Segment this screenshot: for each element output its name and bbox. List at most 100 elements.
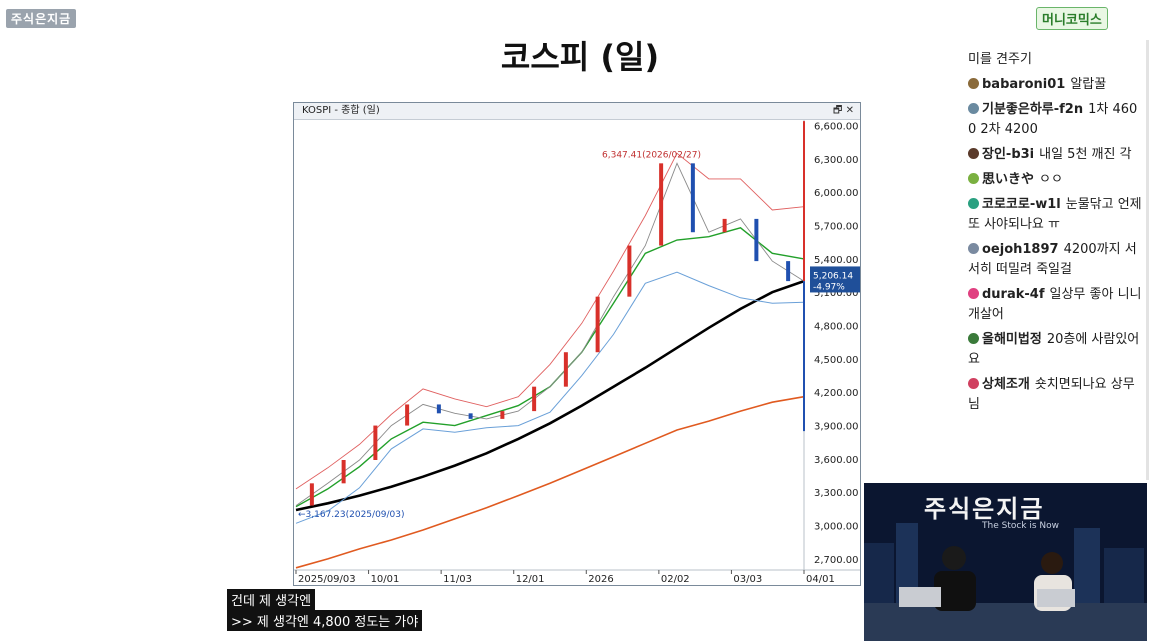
camera-brand: 주식은지금 xyxy=(924,495,1045,523)
y-tick-label: 5,700.00 xyxy=(814,222,859,233)
chat-username[interactable]: 상체조개 xyxy=(982,377,1030,392)
candle-bar xyxy=(659,163,664,246)
user-avatar-icon[interactable] xyxy=(968,243,979,254)
chat-username[interactable]: 장인-b3i xyxy=(982,147,1035,162)
slide-title: 코스피 (일) xyxy=(500,38,660,76)
chart-window: KOSPI - 종합 (일) 🗗 ✕ 6,600.00 6,300.00 6,000… xyxy=(293,102,861,586)
series-line xyxy=(295,227,805,508)
candle-bar xyxy=(405,404,410,426)
window-buttons[interactable]: 🗗 ✕ xyxy=(833,105,854,116)
series-line xyxy=(295,271,805,524)
chat-text: 숏치면되나요 상무님 xyxy=(968,377,1135,412)
chat-message: 장인-b3i 내일 5천 깨진 각 xyxy=(968,145,1144,165)
high-annotation: 6,347.41(2026/02/27) xyxy=(602,151,701,161)
chat-scrollbar[interactable] xyxy=(1146,40,1149,480)
y-tick-label: 6,600.00 xyxy=(814,122,859,133)
user-avatar-icon[interactable] xyxy=(968,103,979,114)
chat-text: 1차 4600 2차 4200 xyxy=(968,102,1138,137)
chat-message: 상체조개 숏치면되나요 상무님 xyxy=(968,375,1144,415)
candle-bar xyxy=(627,245,632,297)
x-tick-label: 02/02 xyxy=(661,574,690,585)
candle-bar xyxy=(722,218,727,233)
candle-bar xyxy=(563,352,568,387)
user-avatar-icon[interactable] xyxy=(968,148,979,159)
y-tick-label: 2,700.00 xyxy=(814,555,859,566)
chat-text: ㅇㅇ xyxy=(1039,172,1063,187)
x-tick-label: 2025/09/03 xyxy=(298,574,356,585)
chat-message: durak-4f 일상무 좋아 니니 개살어 xyxy=(968,285,1144,325)
candle-bar xyxy=(468,413,473,419)
chat-message: 思いきや ㅇㅇ xyxy=(968,170,1144,190)
chat-text: 4200까지 서서히 떠밀려 죽일걸 xyxy=(968,242,1137,277)
series-line xyxy=(295,395,805,569)
range-bar-down xyxy=(803,281,805,432)
series-line xyxy=(295,279,805,512)
candle-bar xyxy=(532,386,537,412)
chat-text: 미를 견주기 xyxy=(968,52,1032,67)
chart-titlebar: KOSPI - 종합 (일) 🗗 ✕ xyxy=(294,103,860,120)
chat-message: 기분좋은하루-f2n 1차 4600 2차 4200 xyxy=(968,100,1144,140)
chart-plot: 6,600.00 6,300.00 6,000.00 5,700.00 5,400.00… xyxy=(294,120,860,585)
x-tick-label: 2026 xyxy=(588,574,613,585)
user-avatar-icon[interactable] xyxy=(968,78,979,89)
x-tick-label: 10/01 xyxy=(371,574,400,585)
chat-username[interactable]: 기분좋은하루-f2n xyxy=(982,102,1084,117)
candle-bar xyxy=(754,218,759,262)
y-tick-label: 4,200.00 xyxy=(814,388,859,399)
channel-logo: 주식은지금 xyxy=(6,9,77,28)
user-avatar-icon[interactable] xyxy=(968,173,979,184)
current-value-label: 5,206.14 xyxy=(813,271,853,281)
chat-username[interactable]: oejoh1897 xyxy=(982,242,1059,257)
current-change-label: -4.97% xyxy=(813,282,845,292)
y-tick-label: 4,500.00 xyxy=(814,355,859,366)
candle-bar xyxy=(786,261,791,282)
chat-username[interactable]: 思いきや xyxy=(982,172,1035,187)
chat-message: 미를 견주기 xyxy=(968,50,1144,70)
series-line xyxy=(295,162,805,506)
candle-bar xyxy=(436,404,441,414)
sponsor-logo: 머니코믹스 xyxy=(1036,7,1108,30)
chat-text: 일상무 좋아 니니 개살어 xyxy=(968,287,1142,322)
webcam-view: 주식은지금 The Stock is Now xyxy=(864,483,1147,641)
candle-bar xyxy=(595,296,600,353)
candle-bar xyxy=(341,460,346,484)
chat-message: 올해미법정 20층에 사람있어요 xyxy=(968,330,1144,370)
chat-username[interactable]: 올해미법정 xyxy=(982,332,1042,347)
y-tick-label: 3,600.00 xyxy=(814,455,859,466)
city-skyline xyxy=(864,483,1147,641)
subtitle-line-2: >> 제 생각엔 4,800 정도는 가야 xyxy=(227,610,423,631)
y-tick-label: 4,800.00 xyxy=(814,322,859,333)
candle-bar xyxy=(690,163,695,233)
x-tick-label: 03/03 xyxy=(733,574,762,585)
subtitle-line-1: 건데 제 생각엔 xyxy=(227,589,316,610)
y-tick-label: 3,300.00 xyxy=(814,488,859,499)
chat-message: oejoh1897 4200까지 서서히 떠밀려 죽일걸 xyxy=(968,240,1144,280)
candle-bar xyxy=(309,483,314,506)
series-line xyxy=(295,152,805,490)
chat-username[interactable]: 코로코로-w1l xyxy=(982,197,1061,212)
y-tick-label: 6,000.00 xyxy=(814,188,859,199)
y-tick-label: 6,300.00 xyxy=(814,155,859,166)
chat-text: 눈물닦고 언제 또 사야되나요 ㅠ xyxy=(968,197,1142,232)
user-avatar-icon[interactable] xyxy=(968,378,979,389)
user-avatar-icon[interactable] xyxy=(968,288,979,299)
user-avatar-icon[interactable] xyxy=(968,198,979,209)
chat-message: 코로코로-w1l 눈물닦고 언제 또 사야되나요 ㅠ xyxy=(968,195,1144,235)
user-avatar-icon[interactable] xyxy=(968,333,979,344)
x-tick-label: 12/01 xyxy=(516,574,545,585)
camera-tagline: The Stock is Now xyxy=(982,521,1060,531)
chat-text: 내일 5천 깨진 각 xyxy=(1039,147,1132,162)
chat-username[interactable]: babaroni01 xyxy=(982,77,1066,92)
y-tick-label: 3,900.00 xyxy=(814,422,859,433)
y-tick-label: 5,400.00 xyxy=(814,255,859,266)
y-tick-label: 3,000.00 xyxy=(814,522,859,533)
range-bar-up xyxy=(803,121,805,282)
y-tick-label: 5,100.00 xyxy=(814,288,859,299)
x-tick-label: 11/03 xyxy=(443,574,472,585)
candle-bar xyxy=(500,411,505,419)
chat-text: 알랍꿀 xyxy=(1070,77,1107,92)
x-tick-label: 04/01 xyxy=(806,574,835,585)
chart-title: KOSPI - 종합 (일) xyxy=(302,105,380,116)
chat-username[interactable]: durak-4f xyxy=(982,287,1045,302)
